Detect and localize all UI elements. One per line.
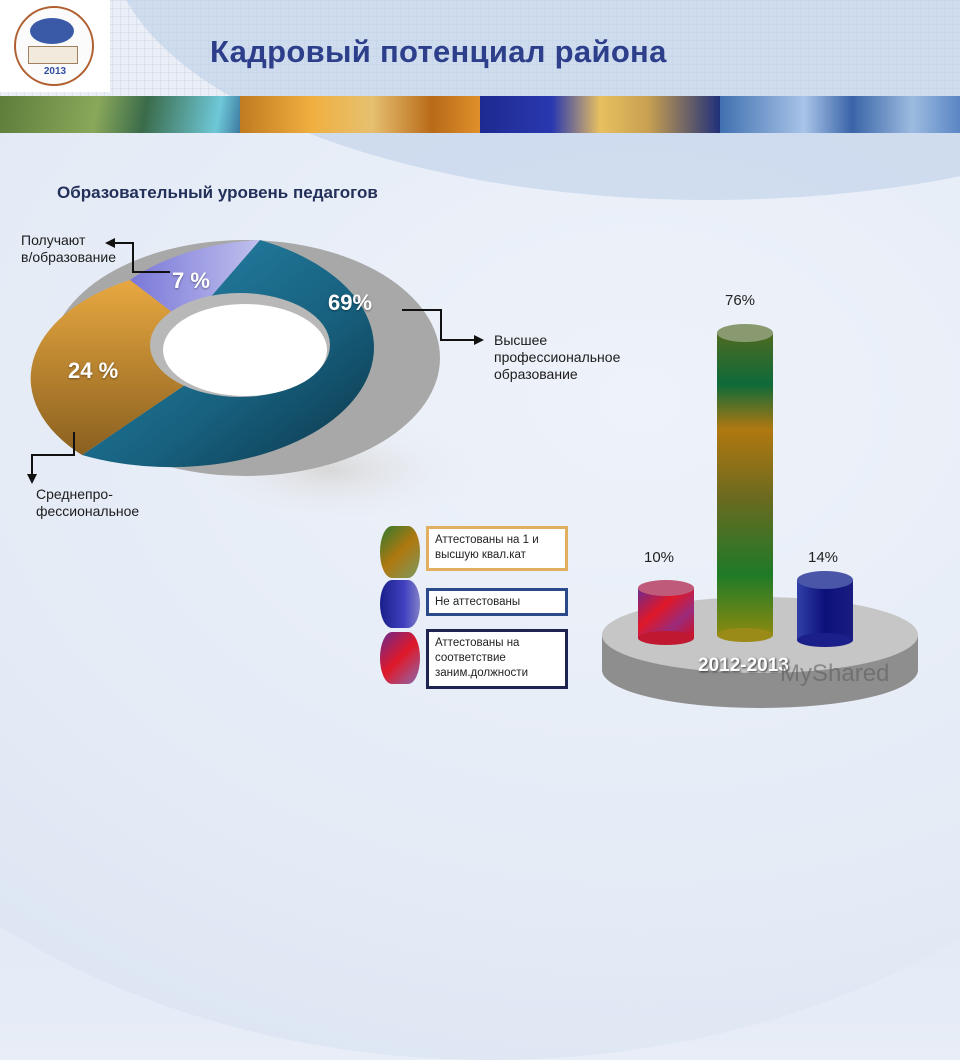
segment-higher-value: 69% xyxy=(328,290,373,315)
segment-secondary-value: 24 % xyxy=(68,358,119,383)
logo-map-icon xyxy=(30,18,74,44)
donut-hole xyxy=(163,304,327,396)
leader-arrowheads xyxy=(27,238,484,484)
photo-mouse xyxy=(0,96,240,133)
photo-harddrive xyxy=(240,96,480,133)
legend-label: Не аттестованы xyxy=(426,588,568,616)
bar-green-value: 76% xyxy=(725,292,756,309)
watermark: MyShared xyxy=(780,660,890,687)
legend-red-cylinder-icon xyxy=(380,632,420,684)
callout-studying: Получают в/образование xyxy=(21,232,116,265)
bar-chart xyxy=(602,324,918,708)
logo-year: 2013 xyxy=(43,66,67,77)
segment-secondary xyxy=(30,280,185,455)
bar-green-cylinder xyxy=(717,324,773,642)
segment-higher xyxy=(82,240,374,468)
photo-hands xyxy=(480,96,720,133)
leader-lines xyxy=(31,242,478,478)
legend-label: Аттестованы на 1 и высшую квал.кат xyxy=(426,526,568,571)
segment-studying xyxy=(130,240,260,322)
logo-book-icon xyxy=(28,46,78,64)
donut-chart-title: Образовательный уровень педагогов xyxy=(57,183,378,202)
bar-red-value: 10% xyxy=(644,549,675,566)
bar-blue-cylinder xyxy=(797,571,853,647)
photo-keyboard xyxy=(720,96,960,133)
legend-blue-cylinder-icon xyxy=(380,580,420,628)
legend-green-cylinder-icon xyxy=(380,526,420,578)
bar-blue-value: 14% xyxy=(808,549,839,566)
callout-secondary: Среднепро- фессиональное xyxy=(36,486,140,519)
donut-chart xyxy=(27,238,484,525)
legend-label: Аттестованы на соответствие заним.должно… xyxy=(426,629,568,689)
page-title: Кадровый потенциал района xyxy=(210,34,667,69)
conference-logo: 2013 xyxy=(0,0,110,92)
callout-higher: Высшее профессиональное образование xyxy=(494,332,621,382)
bar-year-label: 2012-2013 xyxy=(698,655,789,676)
bar-red-cylinder xyxy=(638,580,694,645)
segment-studying-value: 7 % xyxy=(172,268,210,293)
photo-strip xyxy=(0,96,960,133)
